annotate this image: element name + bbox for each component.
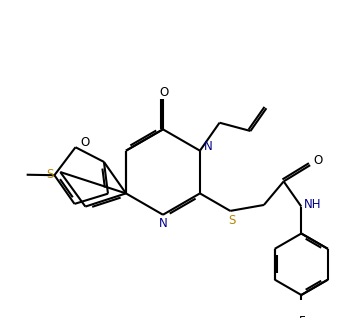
Text: O: O (80, 135, 90, 149)
Text: O: O (313, 155, 322, 167)
Text: N: N (158, 217, 167, 230)
Text: N: N (204, 140, 213, 153)
Text: O: O (159, 86, 169, 99)
Text: S: S (228, 214, 236, 227)
Text: NH: NH (304, 198, 321, 211)
Text: S: S (46, 168, 53, 181)
Text: F: F (299, 315, 306, 318)
